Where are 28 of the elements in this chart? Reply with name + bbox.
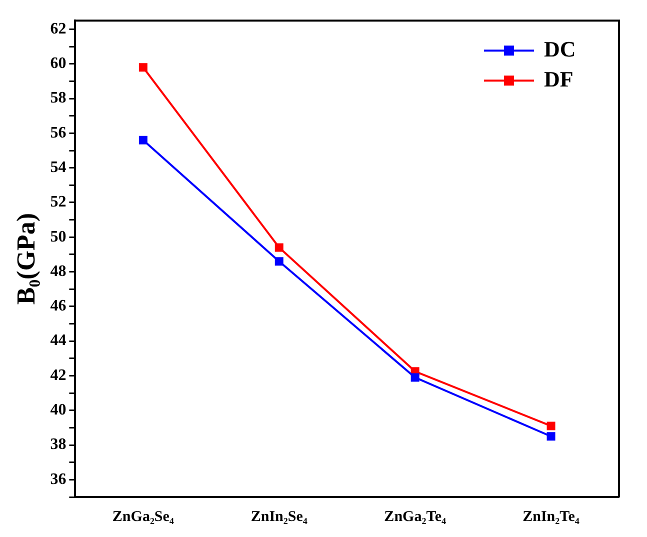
y-tick-label: 56 bbox=[50, 124, 66, 142]
y-axis-title: B₀(GPa) bbox=[11, 213, 40, 305]
point bbox=[138, 136, 148, 144]
y-tick-label: 52 bbox=[50, 194, 66, 211]
y-tick-label: 46 bbox=[50, 298, 66, 315]
legend-label: DC bbox=[544, 36, 576, 62]
x-tick-label: ZnIn₂Se₄ bbox=[250, 508, 308, 525]
point bbox=[274, 243, 284, 252]
y-tick-label: 38 bbox=[50, 436, 66, 454]
point bbox=[274, 257, 284, 266]
y-tick-label: 44 bbox=[50, 332, 66, 350]
point bbox=[410, 373, 420, 382]
y-tick-label: 50 bbox=[50, 228, 66, 246]
y-tick-label: 42 bbox=[50, 366, 66, 384]
y-tick-label: 58 bbox=[50, 90, 66, 107]
legend-label: DF bbox=[544, 66, 574, 92]
y-tick-label: 48 bbox=[50, 262, 66, 280]
y-tick-label: 54 bbox=[50, 158, 66, 176]
y-tick-label: 62 bbox=[50, 20, 66, 38]
point bbox=[546, 422, 556, 430]
y-tick-label: 36 bbox=[50, 470, 66, 488]
y-tick-label: 40 bbox=[50, 402, 66, 419]
x-tick-label: ZnGa₂Te₄ bbox=[384, 508, 446, 525]
point bbox=[138, 63, 148, 72]
y-tick-label: 60 bbox=[50, 55, 66, 72]
point bbox=[546, 432, 556, 441]
x-tick-label: ZnGa₂Se₄ bbox=[112, 508, 174, 525]
x-tick-label: ZnIn₂Te₄ bbox=[522, 508, 580, 525]
